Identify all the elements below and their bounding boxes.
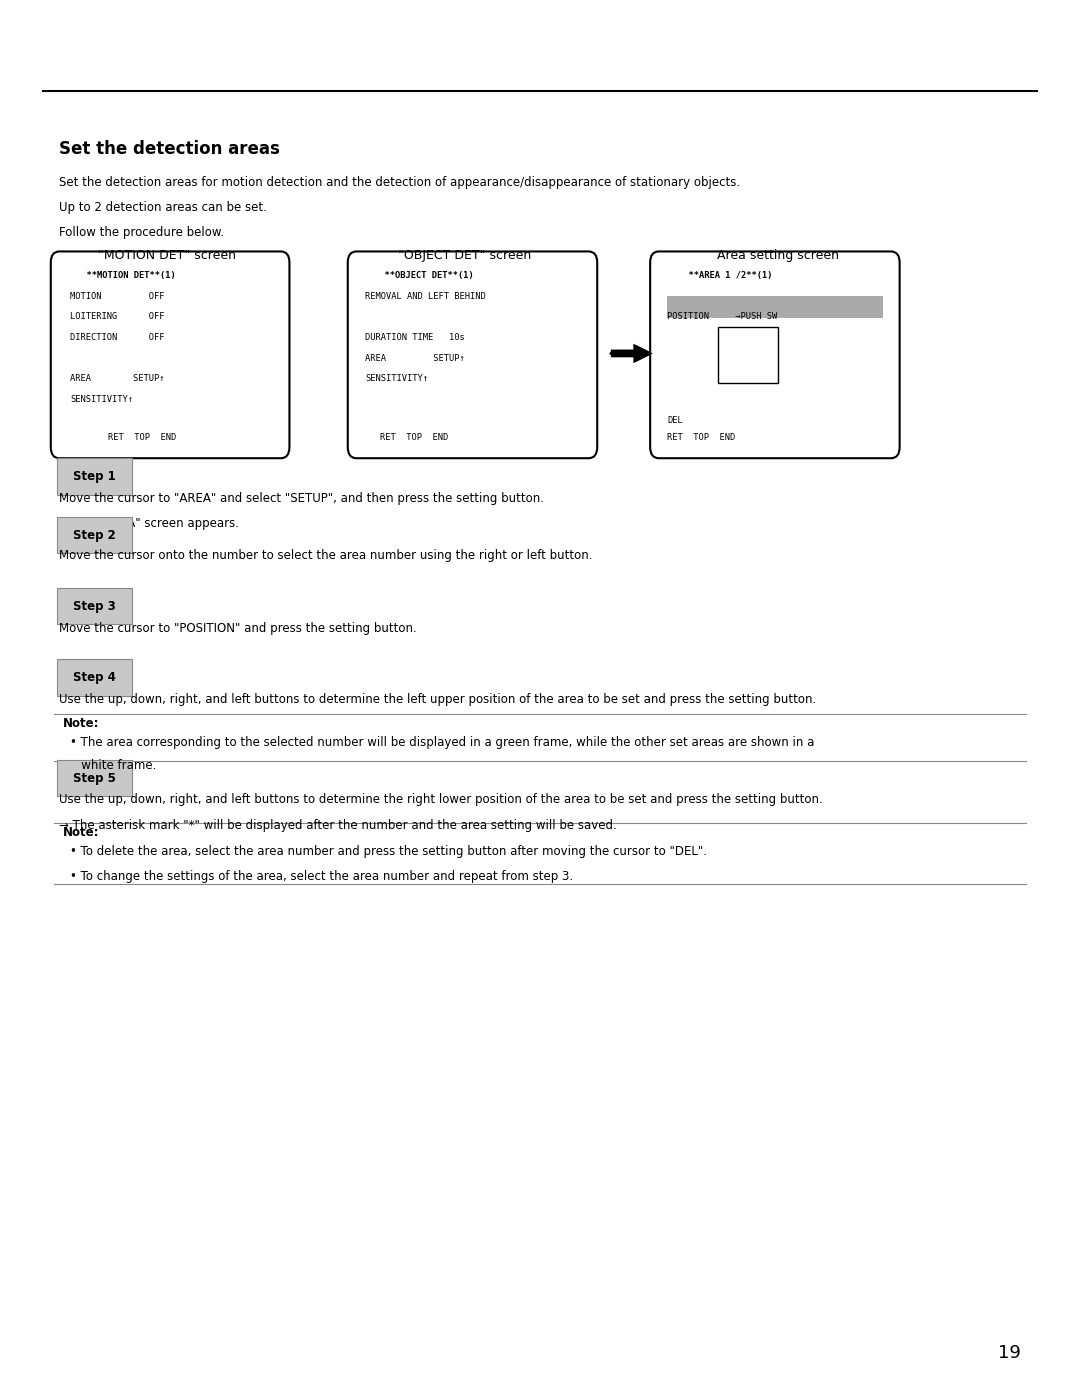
- Text: → The "AREA" screen appears.: → The "AREA" screen appears.: [59, 517, 240, 529]
- Text: Move the cursor to "POSITION" and press the setting button.: Move the cursor to "POSITION" and press …: [59, 622, 417, 634]
- Text: • To change the settings of the area, select the area number and repeat from ste: • To change the settings of the area, se…: [70, 870, 573, 883]
- Text: Set the detection areas: Set the detection areas: [59, 140, 281, 158]
- Text: "OBJECT DET" screen: "OBJECT DET" screen: [397, 249, 531, 261]
- Text: 19: 19: [998, 1344, 1021, 1362]
- Text: **AREA 1 /2**(1): **AREA 1 /2**(1): [678, 271, 773, 279]
- Text: Set the detection areas for motion detection and the detection of appearance/dis: Set the detection areas for motion detec…: [59, 176, 741, 189]
- FancyBboxPatch shape: [667, 296, 883, 319]
- FancyBboxPatch shape: [348, 251, 597, 458]
- Text: UPPER LEFT: UPPER LEFT: [689, 353, 773, 363]
- Text: Use the up, down, right, and left buttons to determine the left upper position o: Use the up, down, right, and left button…: [59, 693, 816, 705]
- FancyBboxPatch shape: [57, 659, 132, 696]
- Text: Move the cursor onto the number to select the area number using the right or lef: Move the cursor onto the number to selec…: [59, 549, 593, 562]
- Text: • The area corresponding to the selected number will be displayed in a green fra: • The area corresponding to the selected…: [70, 736, 814, 749]
- Text: white frame.: white frame.: [70, 759, 157, 771]
- Text: Step 1: Step 1: [73, 469, 116, 483]
- Text: REMOVAL AND LEFT BEHIND: REMOVAL AND LEFT BEHIND: [365, 292, 486, 300]
- Text: "MOTION DET" screen: "MOTION DET" screen: [98, 249, 237, 261]
- Text: Move the cursor to "AREA" and select "SETUP", and then press the setting button.: Move the cursor to "AREA" and select "SE…: [59, 492, 544, 504]
- Text: Step 2: Step 2: [73, 528, 116, 542]
- Text: DEL: DEL: [667, 416, 684, 425]
- Text: AREA         SETUP↑: AREA SETUP↑: [365, 353, 464, 363]
- Text: Step 4: Step 4: [73, 671, 116, 685]
- FancyBboxPatch shape: [57, 458, 132, 495]
- FancyBboxPatch shape: [51, 251, 289, 458]
- Bar: [718, 327, 778, 383]
- Text: **OBJECT DET**(1): **OBJECT DET**(1): [374, 271, 473, 279]
- Text: DIRECTION      OFF: DIRECTION OFF: [70, 332, 164, 342]
- Text: Step 5: Step 5: [73, 771, 116, 785]
- Text: Area setting screen: Area setting screen: [717, 249, 838, 261]
- Text: Up to 2 detection areas can be set.: Up to 2 detection areas can be set.: [59, 201, 267, 214]
- FancyBboxPatch shape: [57, 517, 132, 553]
- Text: Note:: Note:: [63, 826, 99, 838]
- Text: DURATION TIME   10s: DURATION TIME 10s: [365, 332, 464, 342]
- Text: RET  TOP  END: RET TOP END: [108, 433, 176, 441]
- Text: RET  TOP  END: RET TOP END: [667, 433, 735, 441]
- Text: **MOTION DET**(1): **MOTION DET**(1): [76, 271, 175, 279]
- Text: Step 3: Step 3: [73, 599, 116, 613]
- Text: Use the up, down, right, and left buttons to determine the right lower position : Use the up, down, right, and left button…: [59, 793, 823, 806]
- Text: SENSITIVITY↑: SENSITIVITY↑: [70, 395, 133, 404]
- Text: AREA        SETUP↑: AREA SETUP↑: [70, 374, 164, 383]
- Text: LOITERING      OFF: LOITERING OFF: [70, 313, 164, 321]
- Text: MOTION         OFF: MOTION OFF: [70, 292, 164, 300]
- Text: RET  TOP  END: RET TOP END: [380, 433, 448, 441]
- Text: Follow the procedure below.: Follow the procedure below.: [59, 226, 225, 239]
- FancyBboxPatch shape: [650, 251, 900, 458]
- Text: SENSITIVITY↑: SENSITIVITY↑: [365, 374, 428, 383]
- Text: • To delete the area, select the area number and press the setting button after : • To delete the area, select the area nu…: [70, 845, 707, 858]
- Text: Note:: Note:: [63, 717, 99, 729]
- FancyBboxPatch shape: [57, 760, 132, 796]
- Text: POSITION     →PUSH SW: POSITION →PUSH SW: [667, 313, 778, 321]
- Text: → The asterisk mark "*" will be displayed after the number and the area setting : → The asterisk mark "*" will be displaye…: [59, 819, 617, 831]
- FancyBboxPatch shape: [57, 588, 132, 624]
